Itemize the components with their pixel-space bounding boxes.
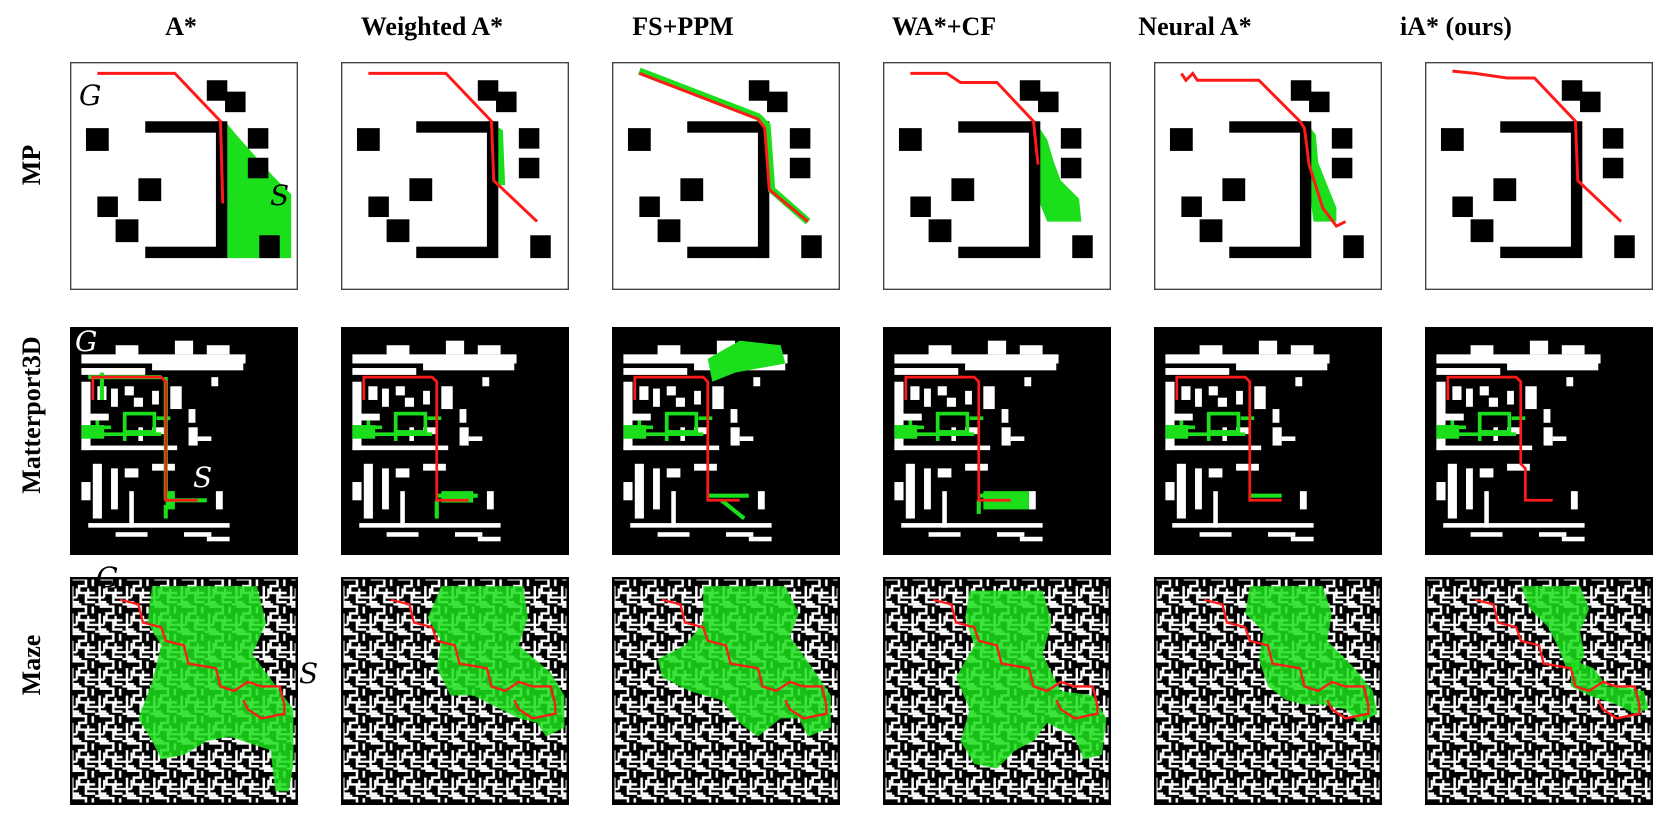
panel-matterport3d-weighted-astar [341, 327, 569, 555]
panel-maze-fs-ppm [612, 577, 840, 805]
panel-maze-astar [70, 577, 298, 805]
explored-region [1245, 586, 1378, 723]
panel-matterport3d-astar [70, 327, 298, 555]
explored-region [427, 586, 565, 737]
panel-matterport3d-wa-cf [883, 327, 1111, 555]
goal-marker-matterport3d: G [75, 325, 98, 358]
goal-marker-maze: G [96, 561, 119, 594]
explored-region [138, 586, 294, 792]
panel-maze-ia-star [1425, 577, 1653, 805]
column-header-astar: A* [165, 12, 197, 41]
panel-maze-weighted-astar [341, 577, 569, 805]
goal-marker-mp: G [79, 79, 102, 112]
panel-matterport3d-fs-ppm [612, 327, 840, 555]
explored-region [1038, 125, 1082, 222]
column-header-ia-star: iA* (ours) [1400, 12, 1512, 41]
panel-mp-wa-cf [883, 62, 1111, 290]
column-header-weighted-astar: Weighted A* [360, 12, 504, 41]
panel-mp-astar [70, 62, 298, 290]
start-marker-mp: S [270, 179, 290, 212]
row-label-mp: MP [17, 144, 46, 186]
column-header-wa-cf: WA*+CF [891, 12, 997, 41]
column-header-neural-astar: Neural A* [1138, 12, 1252, 41]
panel-mp-weighted-astar [341, 62, 569, 290]
start-marker-maze: S [299, 657, 319, 690]
explored-region [1520, 586, 1590, 673]
panel-matterport3d-neural-astar [1154, 327, 1382, 555]
row-label-matterport3d: Matterport3D [17, 336, 46, 494]
panel-mp-neural-astar [1154, 62, 1382, 290]
explored-region [657, 586, 831, 737]
panel-mp-fs-ppm [612, 62, 840, 290]
row-label-maze: Maze [17, 634, 46, 696]
panel-maze-neural-astar [1154, 577, 1382, 805]
explored-region [1309, 125, 1337, 222]
column-header-fs-ppm: FS+PPM [632, 12, 734, 41]
explored-region [225, 121, 292, 259]
start-marker-matterport3d: S [193, 461, 213, 494]
panel-maze-wa-cf [883, 577, 1111, 805]
panel-mp-ia-star [1425, 62, 1653, 290]
explored-region [707, 340, 786, 382]
panel-matterport3d-ia-star [1425, 327, 1653, 555]
